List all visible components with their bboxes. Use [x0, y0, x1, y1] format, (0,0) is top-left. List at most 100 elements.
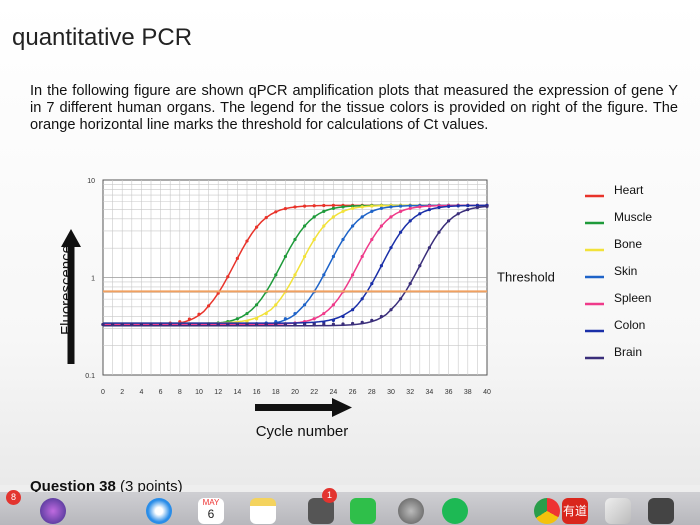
series-point-skin: [274, 319, 278, 324]
youdao-icon[interactable]: 有道: [562, 498, 588, 524]
series-point-skin: [322, 273, 326, 277]
series-point-heart: [303, 204, 307, 208]
series-point-brain: [101, 322, 105, 327]
legend-label: Skin: [614, 264, 637, 278]
series-point-brain: [130, 322, 134, 327]
legend-label: Bone: [614, 237, 642, 251]
series-point-skin: [379, 206, 383, 210]
x-tick-label: 34: [426, 389, 434, 396]
series-point-brain: [322, 322, 326, 326]
x-arrow-shaft: [255, 404, 335, 411]
series-point-colon: [370, 282, 374, 286]
series-point-heart: [283, 207, 287, 211]
series-point-spleen: [408, 206, 412, 210]
series-point-heart: [245, 239, 249, 243]
series-point-skin: [351, 224, 355, 228]
series-point-muscle: [283, 254, 287, 259]
series-point-bone: [360, 205, 364, 209]
series-point-brain: [475, 205, 479, 210]
x-tick-label: 22: [310, 389, 318, 396]
x-tick-label: 10: [195, 389, 203, 396]
series-point-muscle: [255, 303, 259, 307]
series-point-bone: [379, 204, 383, 208]
safari-icon[interactable]: [146, 498, 172, 524]
series-point-brain: [139, 322, 143, 327]
series-point-brain: [303, 322, 307, 327]
series-point-muscle: [274, 273, 278, 277]
series-point-brain: [408, 282, 412, 286]
x-tick-label: 28: [368, 389, 376, 396]
calendar-icon[interactable]: MAY 6: [198, 498, 224, 524]
spotify-icon[interactable]: [442, 498, 468, 524]
series-point-brain: [264, 322, 268, 327]
series-point-skin: [283, 317, 287, 321]
series-point-brain: [207, 322, 211, 327]
series-point-heart: [264, 215, 268, 220]
y-arrow-head: [61, 229, 81, 247]
series-point-colon: [427, 208, 431, 212]
series-point-colon: [437, 205, 441, 210]
series-point-bone: [331, 215, 335, 219]
series-point-brain: [418, 264, 422, 268]
settings-icon[interactable]: [398, 498, 424, 524]
facetime-icon[interactable]: [350, 498, 376, 524]
description-paragraph: In the following figure are shown qPCR a…: [30, 83, 678, 133]
series-point-brain: [351, 321, 355, 326]
series-point-brain: [149, 322, 153, 327]
x-tick-label: 32: [406, 389, 414, 396]
series-point-brain: [111, 322, 115, 327]
series-point-brain: [216, 322, 220, 327]
y-tick-label: 0.1: [85, 373, 95, 380]
pencil-app-icon[interactable]: [605, 498, 631, 524]
series-point-heart: [274, 210, 278, 214]
other-app-icon[interactable]: [648, 498, 674, 524]
chart-legend: Heart Muscle Bone Skin Spleen Colon Brain: [585, 183, 652, 360]
notes-icon[interactable]: [250, 498, 276, 524]
x-tick-label: 8: [178, 389, 182, 396]
series-point-muscle: [341, 205, 345, 209]
series-point-spleen: [322, 311, 326, 316]
x-tick-label: 36: [445, 389, 453, 396]
series-point-brain: [120, 322, 124, 327]
series-point-heart: [226, 275, 230, 279]
series-point-brain: [379, 314, 383, 319]
series-point-bone: [303, 254, 307, 259]
calendar-month: MAY: [202, 498, 220, 507]
x-tick-label: 14: [234, 389, 242, 396]
x-tick-label: 4: [139, 389, 143, 396]
x-tick-label: 20: [291, 389, 299, 396]
series-point-muscle: [322, 209, 326, 213]
series-point-colon: [466, 203, 470, 208]
series-point-muscle: [331, 206, 335, 210]
x-tick-label: 24: [330, 389, 338, 396]
series-point-bone: [322, 224, 326, 228]
x-tick-label: 6: [159, 389, 163, 396]
x-tick-label: 0: [101, 389, 105, 396]
series-point-brain: [274, 322, 278, 327]
series-point-brain: [312, 322, 316, 326]
series-point-skin: [331, 254, 335, 259]
series-point-colon: [456, 204, 460, 208]
series-point-skin: [408, 204, 412, 208]
series-point-bone: [351, 206, 355, 210]
series-point-heart: [197, 312, 201, 316]
x-tick-label: 30: [387, 389, 395, 396]
series-point-brain: [283, 322, 287, 327]
x-tick-label: 40: [483, 389, 491, 396]
siri-icon[interactable]: [40, 498, 66, 524]
series-point-skin: [370, 209, 374, 213]
chart-series: [101, 203, 489, 327]
series-point-colon: [379, 264, 383, 268]
series-point-spleen: [399, 209, 403, 213]
series-point-spleen: [312, 317, 316, 321]
series-point-spleen: [389, 215, 393, 219]
series-point-muscle: [293, 237, 297, 242]
series-point-brain: [255, 322, 259, 327]
dock-badge-left: 8: [6, 490, 21, 505]
series-point-spleen: [370, 237, 374, 242]
chrome-icon[interactable]: [534, 498, 560, 524]
legend-label: Muscle: [614, 210, 652, 224]
series-point-bone: [341, 209, 345, 213]
series-point-heart: [293, 205, 297, 209]
